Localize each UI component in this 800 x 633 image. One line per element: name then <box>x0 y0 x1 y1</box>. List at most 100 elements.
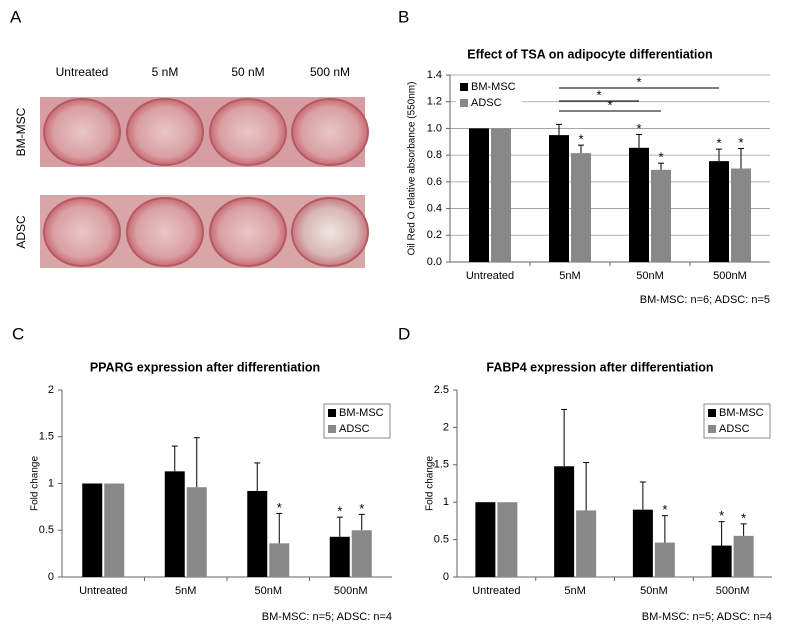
x-tick-label: 5nM <box>564 585 585 597</box>
chart-title: Effect of TSA on adipocyte differentiati… <box>467 47 712 61</box>
bar <box>733 535 754 577</box>
error-bar <box>193 437 200 488</box>
legend-swatch <box>708 425 716 433</box>
y-tick-label: 0 <box>443 571 449 583</box>
error-bar <box>254 462 261 491</box>
column-label: 5 nM <box>152 65 179 79</box>
panel-letter: A <box>10 7 22 26</box>
error-bar <box>276 512 283 544</box>
error-bar <box>636 133 642 148</box>
y-tick-label: 0.6 <box>427 176 442 188</box>
column-label: 50 nM <box>231 65 264 79</box>
y-tick-label: 1 <box>48 477 54 489</box>
y-tick-label: 1 <box>443 496 449 508</box>
footnote: BM-MSC: n=5; ADSC: n=4 <box>262 611 392 623</box>
bar <box>731 168 751 262</box>
bar <box>475 502 496 577</box>
x-tick-label: 50nM <box>640 585 668 597</box>
bar <box>629 147 649 262</box>
chart-title: FABP4 expression after differentiation <box>486 360 713 374</box>
well <box>291 98 369 166</box>
footnote: BM-MSC: n=6; ADSC: n=5 <box>640 294 770 306</box>
x-tick-label: 500nM <box>334 585 368 597</box>
bar <box>491 128 511 262</box>
chart-title: PPARG expression after differentiation <box>90 360 320 374</box>
y-tick-label: 2 <box>48 384 54 396</box>
y-tick-label: 2 <box>443 421 449 433</box>
y-axis-label: Oil Red O relative absorbance (550nm) <box>407 82 418 256</box>
bar <box>497 502 518 577</box>
well <box>43 98 121 166</box>
legend-swatch <box>460 83 468 91</box>
legend-label: ADSC <box>719 423 750 435</box>
bar <box>554 466 575 577</box>
legend-swatch <box>460 99 468 107</box>
significance-mark: * <box>277 500 282 515</box>
x-tick-label: Untreated <box>79 585 127 597</box>
bar <box>709 161 729 262</box>
x-tick-label: 50nM <box>636 270 664 282</box>
error-bar <box>556 123 562 136</box>
legend-label: BM-MSC <box>339 407 384 419</box>
y-tick-label: 0.5 <box>434 534 449 546</box>
error-bar <box>716 148 722 162</box>
error-bar <box>358 513 365 531</box>
legend-label: BM-MSC <box>471 81 516 93</box>
x-tick-label: 500nM <box>713 270 747 282</box>
bracket-mark: * <box>636 74 641 89</box>
column-label: 500 nM <box>310 65 350 79</box>
bar <box>571 153 591 262</box>
panel-letter: C <box>12 324 24 343</box>
legend-swatch <box>328 409 336 417</box>
significance-mark: * <box>719 508 724 523</box>
well <box>126 98 204 166</box>
bar <box>82 483 103 577</box>
well <box>209 197 287 267</box>
legend-swatch <box>708 409 716 417</box>
bar <box>711 545 732 577</box>
footnote: BM-MSC: n=5; ADSC: n=4 <box>642 611 772 623</box>
y-tick-label: 0.5 <box>39 524 54 536</box>
error-bar <box>336 516 343 537</box>
panel-letter: B <box>398 7 409 26</box>
legend-swatch <box>328 425 336 433</box>
y-tick-label: 1.5 <box>434 459 449 471</box>
y-tick-label: 1.2 <box>427 96 442 108</box>
x-tick-label: 5nM <box>559 270 580 282</box>
bar <box>654 542 675 577</box>
bar <box>549 135 569 262</box>
bar <box>164 471 185 577</box>
well <box>126 197 204 267</box>
panel-letter: D <box>398 324 410 343</box>
x-tick-label: 50nM <box>254 585 282 597</box>
error-bar <box>171 445 178 472</box>
row-label: ADSC <box>14 215 28 249</box>
significance-mark: * <box>578 132 583 147</box>
bar <box>351 530 372 577</box>
significance-mark: * <box>337 504 342 519</box>
y-tick-label: 0.4 <box>427 202 442 214</box>
bar <box>651 169 671 262</box>
y-tick-label: 0.2 <box>427 229 442 241</box>
y-axis-label: Fold change <box>30 456 41 511</box>
y-tick-label: 0 <box>48 571 54 583</box>
bar <box>247 490 268 577</box>
error-bar <box>738 147 744 169</box>
significance-mark: * <box>662 502 667 517</box>
x-tick-label: Untreated <box>466 270 514 282</box>
bar <box>186 487 207 577</box>
bar <box>576 510 597 577</box>
bar <box>632 509 653 577</box>
y-tick-label: 1.5 <box>39 431 54 443</box>
x-tick-label: 500nM <box>716 585 750 597</box>
bracket-mark: * <box>596 87 601 102</box>
significance-mark: * <box>636 121 641 136</box>
bar <box>269 543 290 577</box>
y-axis-label: Fold change <box>425 456 436 511</box>
well <box>209 98 287 166</box>
x-tick-label: Untreated <box>472 585 520 597</box>
y-tick-label: 2.5 <box>434 384 449 396</box>
error-bar <box>639 481 646 510</box>
error-bar <box>718 521 725 546</box>
